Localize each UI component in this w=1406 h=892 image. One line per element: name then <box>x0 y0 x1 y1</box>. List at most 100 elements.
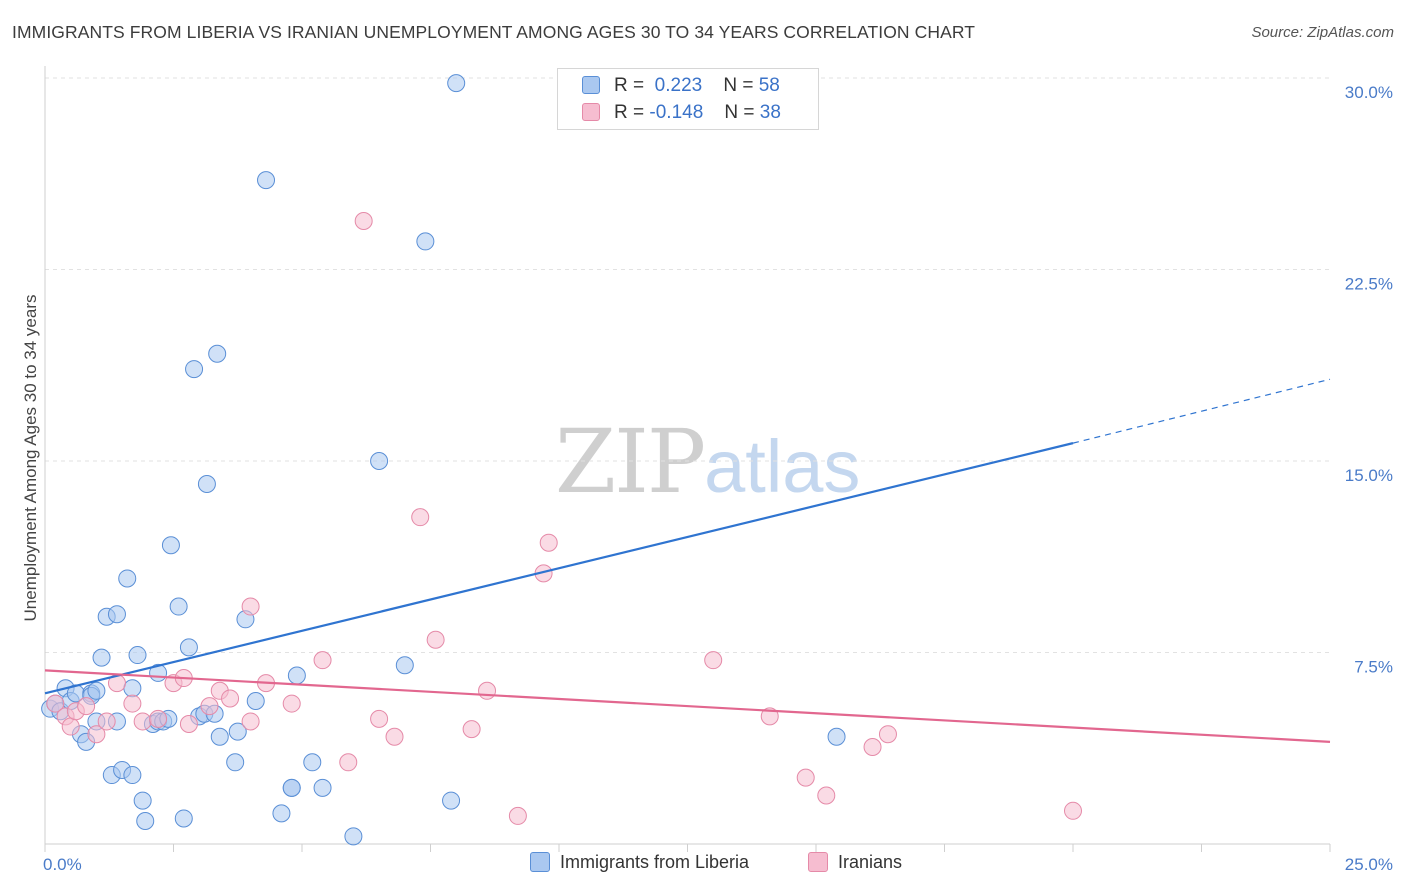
point-iranians <box>817 786 836 805</box>
series-swatch-iranians <box>808 852 828 872</box>
point-iranians <box>760 707 779 726</box>
point-liberia <box>123 679 142 698</box>
trendline-iranians <box>44 669 1331 743</box>
point-liberia <box>313 778 332 797</box>
point-iranians <box>123 694 142 713</box>
point-liberia <box>87 681 106 700</box>
point-liberia <box>228 722 247 741</box>
point-liberia <box>246 692 265 711</box>
point-iranians <box>385 727 404 746</box>
point-iranians <box>179 714 198 733</box>
point-iranians <box>478 681 497 700</box>
point-iranians <box>354 211 373 230</box>
legend-r-label: R = <box>614 102 645 123</box>
point-iranians <box>313 651 332 670</box>
point-iranians <box>339 753 358 772</box>
point-iranians <box>282 694 301 713</box>
legend-r-label: R = <box>614 75 645 96</box>
x-tick-label: 25.0% <box>1345 855 1393 874</box>
point-iranians <box>61 717 80 736</box>
point-liberia <box>107 605 126 624</box>
watermark-atlas: atlas <box>704 425 861 508</box>
point-iranians <box>77 697 96 716</box>
point-liberia <box>287 666 306 685</box>
point-liberia <box>185 360 204 379</box>
correlation-legend: R = 0.223 N = 58 R = -0.148 N = 38 <box>557 68 819 130</box>
point-iranians <box>462 720 481 739</box>
point-iranians <box>241 597 260 616</box>
point-liberia <box>303 753 322 772</box>
point-liberia <box>344 827 363 846</box>
legend-n-value: 58 <box>758 75 780 96</box>
point-iranians <box>426 630 445 649</box>
series-legend-iranians: Iranians <box>808 852 902 873</box>
point-iranians <box>133 712 152 731</box>
chart-title: IMMIGRANTS FROM LIBERIA VS IRANIAN UNEMP… <box>12 22 976 42</box>
point-liberia <box>179 638 198 657</box>
y-tick-label: 30.0% <box>1345 83 1393 102</box>
series-label-iranians: Iranians <box>838 852 903 872</box>
point-iranians <box>370 709 389 728</box>
point-iranians <box>411 508 430 527</box>
legend-n-value: 38 <box>759 102 781 123</box>
point-iranians <box>149 709 168 728</box>
point-liberia <box>161 536 180 555</box>
point-liberia <box>128 646 147 665</box>
point-liberia <box>257 171 276 190</box>
point-liberia <box>92 648 111 667</box>
series-legend-liberia: Immigrants from Liberia <box>530 852 749 873</box>
y-tick-label: 22.5% <box>1345 275 1393 294</box>
legend-n-label: N = <box>724 102 755 123</box>
point-liberia <box>197 474 216 493</box>
legend-r-value: -0.148 <box>649 102 704 123</box>
point-liberia <box>136 812 155 831</box>
point-iranians <box>508 806 527 825</box>
y-tick-label: 15.0% <box>1345 466 1393 485</box>
point-liberia <box>123 766 142 785</box>
watermark: ZIPatlas <box>555 410 860 513</box>
point-liberia <box>208 344 227 363</box>
point-iranians <box>704 651 723 670</box>
point-iranians <box>200 697 219 716</box>
point-liberia <box>210 727 229 746</box>
point-iranians <box>97 712 116 731</box>
source-credit: Source: ZipAtlas.com <box>1251 24 1394 41</box>
point-liberia <box>226 753 245 772</box>
point-iranians <box>539 533 558 552</box>
series-legend: Immigrants from Liberia Iranians <box>0 852 1406 878</box>
legend-row-liberia: R = 0.223 N = 58 <box>582 75 780 99</box>
series-swatch-liberia <box>530 852 550 872</box>
point-liberia <box>133 791 152 810</box>
trendline-liberia <box>44 442 1074 695</box>
y-tick-label: 7.5% <box>1354 658 1393 677</box>
point-liberia <box>174 809 193 828</box>
point-iranians <box>46 694 65 713</box>
point-liberia <box>395 656 414 675</box>
point-iranians <box>878 725 897 744</box>
point-liberia <box>416 232 435 251</box>
point-liberia <box>447 74 466 93</box>
point-iranians <box>87 725 106 744</box>
x-tick-label: 0.0% <box>43 855 82 874</box>
point-iranians <box>241 712 260 731</box>
point-liberia <box>827 727 846 746</box>
legend-swatch-liberia <box>582 76 600 94</box>
point-liberia <box>169 597 188 616</box>
point-liberia <box>272 804 291 823</box>
legend-n-label: N = <box>723 75 754 96</box>
trendline-extension-liberia <box>1072 378 1331 444</box>
legend-r-value: 0.223 <box>654 75 703 96</box>
point-iranians <box>863 737 882 756</box>
y-axis-label: Unemployment Among Ages 30 to 34 years <box>21 295 40 622</box>
series-label-liberia: Immigrants from Liberia <box>560 852 750 872</box>
point-iranians <box>796 768 815 787</box>
point-liberia <box>118 569 137 588</box>
point-liberia <box>370 452 389 470</box>
legend-row-iranians: R = -0.148 N = 38 <box>582 102 781 126</box>
point-liberia <box>442 791 461 810</box>
point-iranians <box>221 689 240 708</box>
point-iranians <box>1064 801 1082 820</box>
legend-swatch-iranians <box>582 103 600 121</box>
point-liberia <box>282 778 301 797</box>
